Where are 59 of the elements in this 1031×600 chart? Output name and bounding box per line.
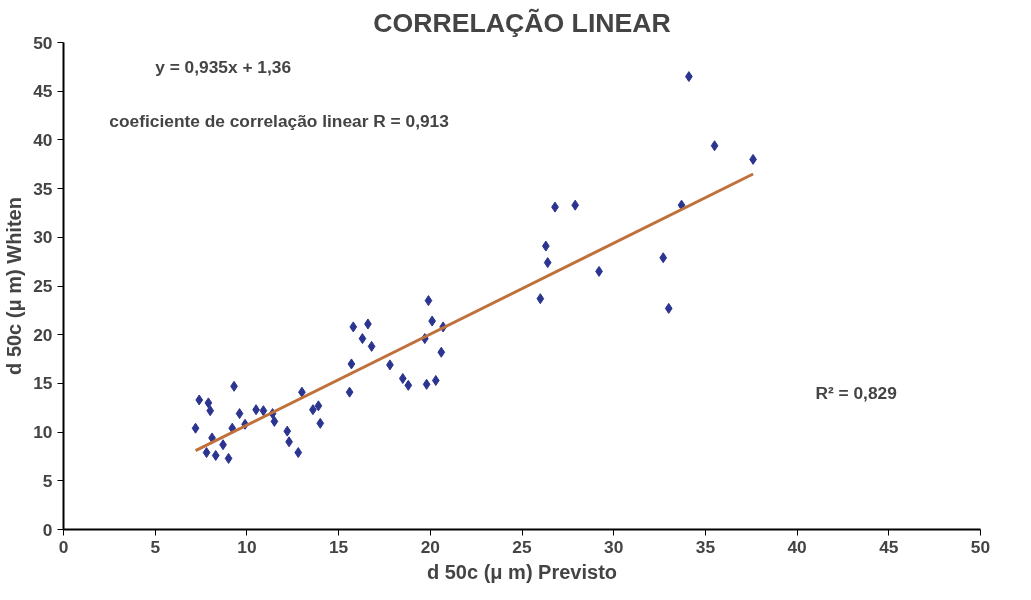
y-axis-title: d 50c (μ m) Whiten [3,197,26,375]
annotation: y = 0,935x + 1,36 [155,57,292,78]
point [259,405,268,417]
point [211,449,220,461]
y-tick-label: 20 [33,324,53,345]
point [345,386,354,398]
point [347,358,356,370]
x-tick-label: 25 [512,536,532,557]
point [659,252,668,264]
x-tick-label: 35 [695,536,716,557]
point [202,447,211,459]
point [206,405,215,417]
point [283,425,292,437]
x-tick-label: 40 [787,536,807,557]
point [191,422,200,434]
annotation: R² = 0,829 [815,383,897,404]
x-tick-label: 20 [420,536,440,557]
y-tick-label: 35 [33,178,53,199]
point [358,333,367,345]
x-axis-title: d 50c (μ m) Previsto [426,560,618,583]
y-tick-label: 30 [33,227,53,248]
point [314,400,323,412]
x-tick-label: 5 [150,536,161,557]
point [424,295,433,307]
y-tick-label: 15 [33,373,53,394]
point [422,378,431,390]
point [710,140,719,152]
point [536,293,545,305]
point [431,374,440,386]
point [224,452,233,464]
x-tick-label: 0 [58,536,69,557]
point [437,346,446,358]
point [294,447,303,459]
point [571,199,580,211]
point [195,394,204,406]
y-tick-label: 5 [42,470,53,491]
y-tick-label: 40 [33,129,53,150]
y-tick-label: 45 [33,81,53,102]
point [398,373,407,385]
point [204,397,213,409]
y-tick-label: 25 [33,276,53,296]
y-tick-label: 0 [42,519,53,540]
x-tick-label: 15 [328,536,349,557]
annotation: coeficiente de correlação linear R = 0,913 [109,110,450,131]
x-tick-label: 45 [879,536,899,557]
x-tick-label: 10 [237,536,257,557]
point [664,302,673,314]
chart-title: CORRELAÇÃO LINEAR [373,7,671,38]
point [235,408,244,420]
point [349,321,358,333]
point [543,257,552,269]
point [270,415,279,427]
x-tick-label: 50 [970,536,991,557]
point [404,379,413,391]
point [316,417,325,429]
x-tick-label: 30 [604,536,624,557]
y-tick-label: 50 [33,32,53,53]
point [367,340,376,352]
y-tick-label: 10 [33,422,53,443]
